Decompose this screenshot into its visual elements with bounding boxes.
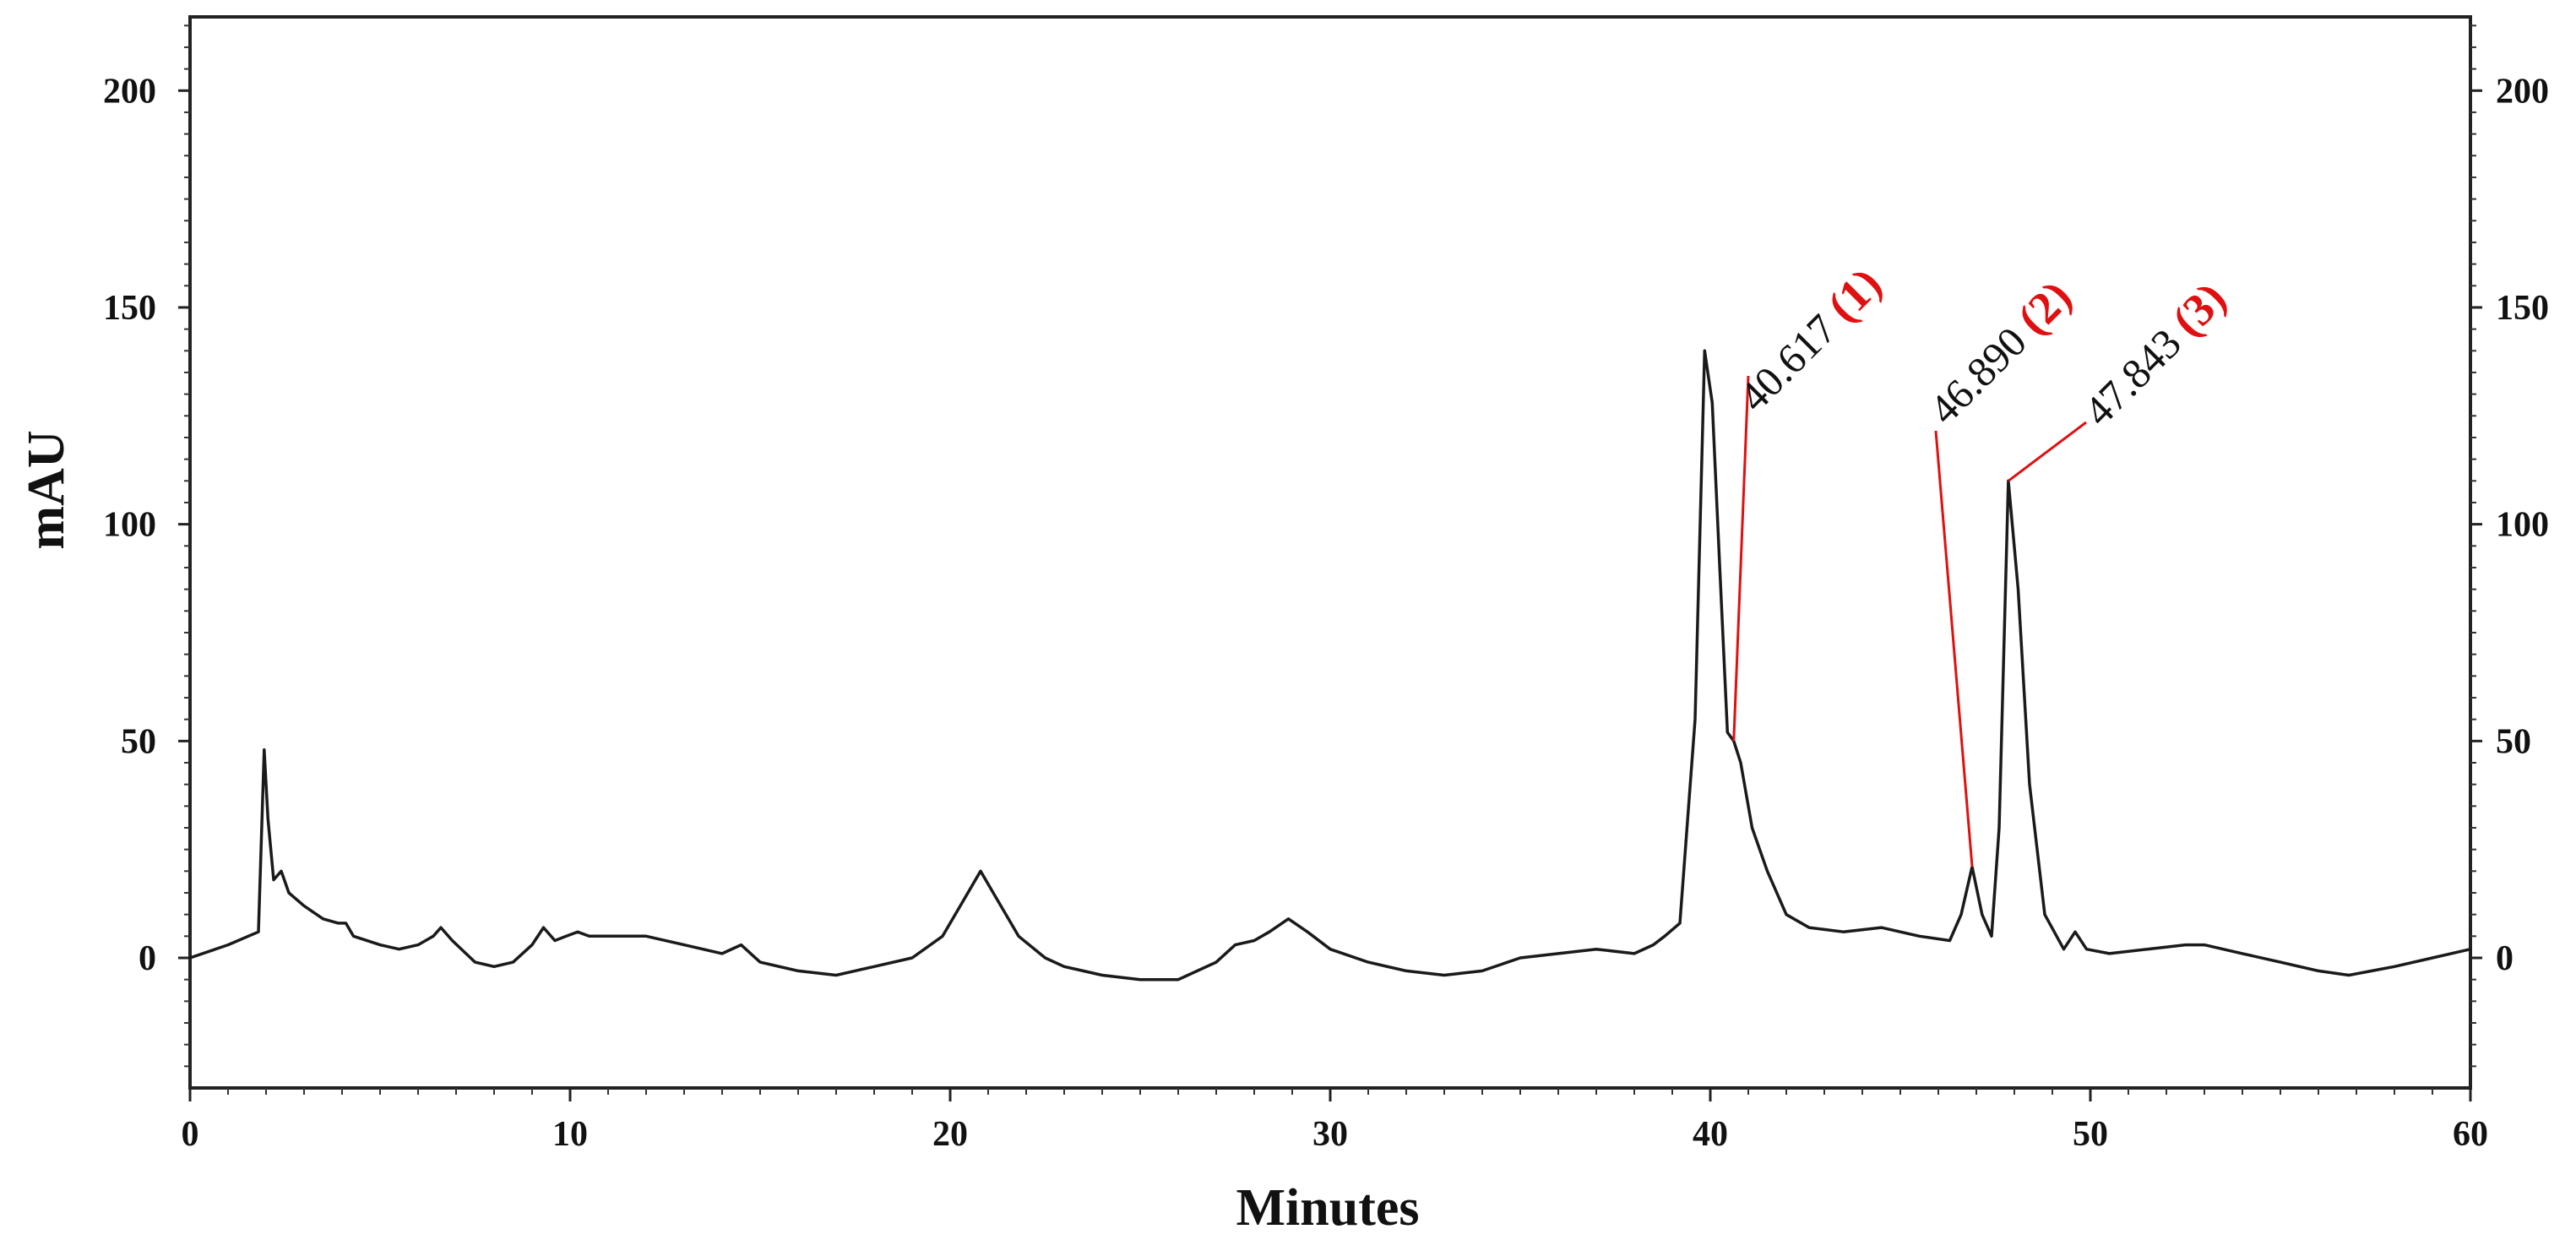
y-tick-label-left-200: 200 — [103, 72, 156, 111]
y-axis-title: mAU — [18, 430, 75, 549]
y-tick-label-left-150: 150 — [103, 289, 156, 328]
y-tick-label-left-50: 50 — [121, 722, 156, 761]
x-axis-title: Minutes — [1236, 1179, 1420, 1237]
y-tick-label-right-200: 200 — [2496, 72, 2549, 111]
peak-annotations: 40.617 (1)46.890 (2)47.843 (3) — [1728, 258, 2236, 867]
peak-time-2: 46.890 — [1920, 310, 2043, 433]
peak-label-1: 40.617 (1) — [1728, 258, 1891, 421]
x-tick-label-30: 30 — [1312, 1115, 1348, 1154]
y-tick-label-right-0: 0 — [2496, 939, 2514, 978]
y-axis-right-ticks: 0 50 100 150 200 — [2470, 72, 2549, 978]
chromatogram-trace — [188, 349, 2472, 982]
x-tick-label-40: 40 — [1693, 1115, 1728, 1154]
peak-leader-line-1 — [1732, 375, 1750, 742]
peak-leader-line-2 — [1934, 430, 1974, 867]
peak-time-1: 40.617 — [1730, 297, 1853, 421]
minor-ticks — [184, 24, 2476, 1095]
x-tick-label-60: 60 — [2453, 1115, 2488, 1154]
plot-frame — [188, 15, 2472, 1090]
peak-time-3: 47.843 — [2074, 312, 2198, 435]
x-axis-ticks: 0 10 20 30 40 50 60 — [182, 1088, 2488, 1154]
y-tick-label-left-100: 100 — [103, 506, 156, 545]
y-tick-label-left-0: 0 — [139, 939, 156, 978]
y-tick-label-right-100: 100 — [2496, 506, 2549, 545]
y-tick-label-right-150: 150 — [2496, 289, 2549, 328]
x-tick-label-20: 20 — [932, 1115, 968, 1154]
peak-leader-line-3 — [2008, 421, 2087, 482]
x-tick-label-50: 50 — [2073, 1115, 2108, 1154]
peak-label-2: 46.890 (2) — [1918, 270, 2081, 433]
y-axis-left-ticks: 0 50 100 150 200 — [103, 72, 190, 978]
peak-label-3: 47.843 (3) — [2073, 272, 2236, 435]
y-tick-label-right-50: 50 — [2496, 722, 2531, 761]
x-tick-label-10: 10 — [552, 1115, 588, 1154]
x-tick-label-0: 0 — [182, 1115, 199, 1154]
